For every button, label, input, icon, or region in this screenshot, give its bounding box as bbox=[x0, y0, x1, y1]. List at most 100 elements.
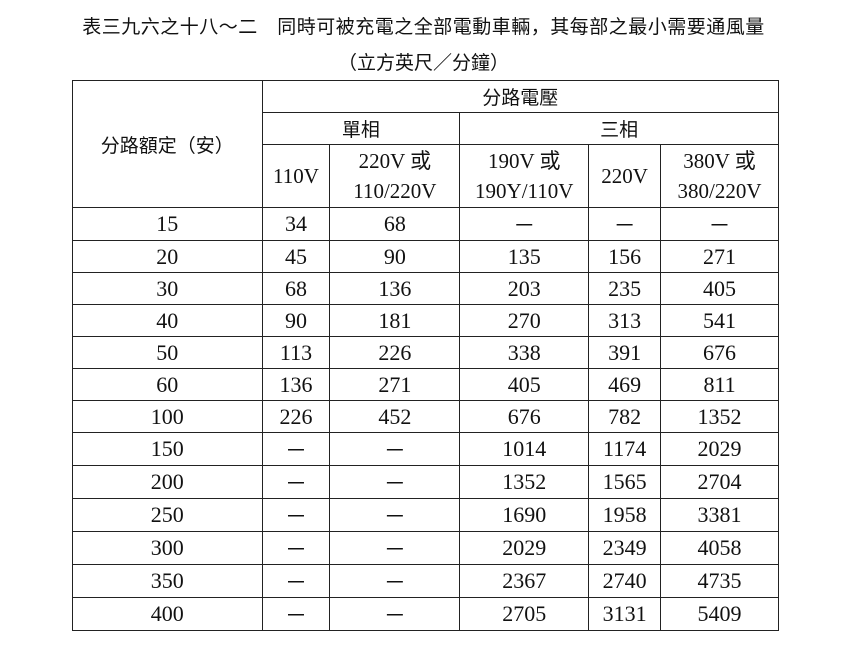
header-line: 220V 或 bbox=[358, 149, 432, 173]
header-line: 380/220V bbox=[677, 179, 762, 203]
voltage-column-header: 220V 或 110/220V bbox=[329, 144, 461, 208]
rating-cell: 20 bbox=[72, 240, 263, 273]
ventilation-cell: － bbox=[329, 564, 461, 598]
ventilation-cell: － bbox=[329, 465, 461, 499]
ventilation-cell: 1565 bbox=[588, 465, 662, 499]
rating-cell: 40 bbox=[72, 304, 263, 337]
ventilation-cell: － bbox=[329, 531, 461, 565]
ventilation-cell: 541 bbox=[660, 304, 779, 337]
ventilation-cell: 2704 bbox=[660, 465, 779, 499]
ventilation-cell: 2029 bbox=[660, 432, 779, 466]
voltage-column-header: 110V bbox=[261, 144, 331, 208]
rating-cell: 250 bbox=[72, 498, 263, 532]
header-line: 110V bbox=[273, 164, 319, 188]
table-row: 200 －－ 1352 1565 2704 bbox=[72, 465, 779, 499]
ventilation-cell: 3381 bbox=[660, 498, 779, 532]
ventilation-cell: 391 bbox=[588, 336, 662, 369]
ventilation-cell: 203 bbox=[459, 272, 590, 305]
voltage-column-header: 380V 或 380/220V bbox=[660, 144, 779, 208]
ventilation-cell: － bbox=[261, 597, 331, 631]
ventilation-cell: 313 bbox=[588, 304, 662, 337]
rating-cell: 50 bbox=[72, 336, 263, 369]
ventilation-cell: 113 bbox=[261, 336, 331, 369]
ventilation-cell: 2705 bbox=[459, 597, 590, 631]
table-row: 15 34 68 －－－ bbox=[72, 207, 779, 241]
table-unit: （立方英尺／分鐘） bbox=[337, 52, 509, 74]
rating-cell: 60 bbox=[72, 368, 263, 401]
ventilation-cell: 136 bbox=[261, 368, 331, 401]
rating-cell: 30 bbox=[72, 272, 263, 305]
ventilation-cell: 1958 bbox=[588, 498, 662, 532]
ventilation-cell: 45 bbox=[261, 240, 331, 273]
ventilation-cell: 68 bbox=[329, 207, 461, 241]
ventilation-cell: － bbox=[261, 465, 331, 499]
table-row: 400 －－ 2705 3131 5409 bbox=[72, 597, 779, 631]
ventilation-cell: 271 bbox=[660, 240, 779, 273]
rating-header: 分路額定（安） bbox=[72, 80, 263, 208]
three-phase-header: 三相 bbox=[459, 112, 779, 145]
ventilation-cell: 3131 bbox=[588, 597, 662, 631]
ventilation-cell: － bbox=[329, 432, 461, 466]
ventilation-cell: 676 bbox=[459, 400, 590, 433]
ventilation-cell: 4735 bbox=[660, 564, 779, 598]
ventilation-cell: 136 bbox=[329, 272, 461, 305]
rating-cell: 15 bbox=[72, 207, 263, 241]
ventilation-cell: 452 bbox=[329, 400, 461, 433]
table-row: 60 136 271 405 469 811 bbox=[72, 368, 779, 401]
ventilation-cell: 676 bbox=[660, 336, 779, 369]
table-row: 100 226 452 676 782 1352 bbox=[72, 400, 779, 433]
rating-cell: 300 bbox=[72, 531, 263, 565]
ventilation-cell: 1352 bbox=[459, 465, 590, 499]
voltage-column-header: 220V bbox=[588, 144, 662, 208]
table-row: 150 －－ 1014 1174 2029 bbox=[72, 432, 779, 466]
rating-cell: 350 bbox=[72, 564, 263, 598]
ventilation-cell: 2740 bbox=[588, 564, 662, 598]
ventilation-cell: 2367 bbox=[459, 564, 590, 598]
ventilation-cell: 226 bbox=[329, 336, 461, 369]
table-row: 20 45 90 135 156 271 bbox=[72, 240, 779, 273]
ventilation-cell: 2349 bbox=[588, 531, 662, 565]
ventilation-cell: － bbox=[459, 207, 590, 241]
ventilation-cell: 338 bbox=[459, 336, 590, 369]
ventilation-cell: 34 bbox=[261, 207, 331, 241]
ventilation-cell: 405 bbox=[660, 272, 779, 305]
rating-cell: 200 bbox=[72, 465, 263, 499]
header-line: 110/220V bbox=[353, 179, 437, 203]
ventilation-cell: 226 bbox=[261, 400, 331, 433]
ventilation-table: 分路額定（安） 分路電壓 單相 三相 110V 220V 或 110/220V 190… bbox=[72, 80, 780, 631]
table-row: 250 －－ 1690 1958 3381 bbox=[72, 498, 779, 532]
ventilation-cell: － bbox=[329, 498, 461, 532]
ventilation-cell: 5409 bbox=[660, 597, 779, 631]
ventilation-cell: － bbox=[261, 564, 331, 598]
ventilation-cell: 270 bbox=[459, 304, 590, 337]
ventilation-cell: 68 bbox=[261, 272, 331, 305]
single-phase-header: 單相 bbox=[261, 112, 461, 145]
ventilation-cell: 1014 bbox=[459, 432, 590, 466]
ventilation-cell: 469 bbox=[588, 368, 662, 401]
ventilation-cell: 90 bbox=[261, 304, 331, 337]
ventilation-cell: 1352 bbox=[660, 400, 779, 433]
voltage-header: 分路電壓 bbox=[261, 80, 780, 113]
ventilation-cell: － bbox=[261, 498, 331, 532]
table-row: 300 －－ 2029 2349 4058 bbox=[72, 531, 779, 565]
table-row: 350 －－ 2367 2740 4735 bbox=[72, 564, 779, 598]
ventilation-cell: 135 bbox=[459, 240, 590, 273]
header-line: 190V 或 bbox=[487, 149, 561, 173]
ventilation-cell: 90 bbox=[329, 240, 461, 273]
ventilation-cell: 181 bbox=[329, 304, 461, 337]
rating-cell: 100 bbox=[72, 400, 263, 433]
ventilation-cell: 235 bbox=[588, 272, 662, 305]
ventilation-cell: 782 bbox=[588, 400, 662, 433]
ventilation-cell: － bbox=[261, 432, 331, 466]
voltage-column-header: 190V 或 190Y/110V bbox=[459, 144, 590, 208]
ventilation-cell: － bbox=[660, 207, 779, 241]
ventilation-cell: 1690 bbox=[459, 498, 590, 532]
ventilation-cell: － bbox=[329, 597, 461, 631]
ventilation-cell: 1174 bbox=[588, 432, 662, 466]
ventilation-cell: － bbox=[588, 207, 662, 241]
ventilation-cell: 811 bbox=[660, 368, 779, 401]
header-line: 190Y/110V bbox=[475, 179, 574, 203]
table-row: 30 68 136 203 235 405 bbox=[72, 272, 779, 305]
header-line: 380V 或 bbox=[683, 149, 756, 173]
table-row: 40 90 181 270 313 541 bbox=[72, 304, 779, 337]
